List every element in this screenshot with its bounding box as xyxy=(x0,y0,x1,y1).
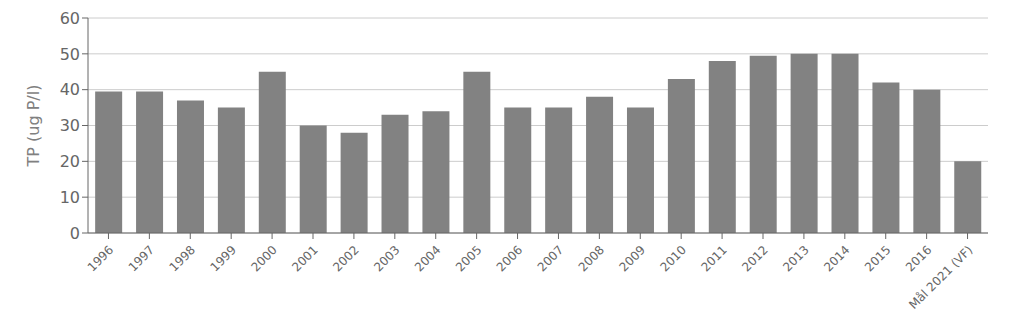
svg-text:2011: 2011 xyxy=(698,243,729,274)
svg-text:30: 30 xyxy=(60,116,80,135)
svg-text:2015: 2015 xyxy=(862,243,893,274)
svg-text:1996: 1996 xyxy=(85,243,116,274)
svg-text:2003: 2003 xyxy=(371,243,402,274)
svg-text:1998: 1998 xyxy=(167,243,198,274)
svg-text:20: 20 xyxy=(60,152,80,171)
svg-text:2007: 2007 xyxy=(535,243,566,274)
svg-text:2006: 2006 xyxy=(494,243,525,274)
svg-text:2016: 2016 xyxy=(903,243,934,274)
svg-text:2012: 2012 xyxy=(739,243,770,274)
svg-text:2013: 2013 xyxy=(780,243,811,274)
svg-text:1997: 1997 xyxy=(126,243,157,274)
svg-text:50: 50 xyxy=(60,45,80,64)
svg-text:2008: 2008 xyxy=(576,243,607,274)
svg-text:2004: 2004 xyxy=(412,243,443,274)
svg-text:TP (ug P/l): TP (ug P/l) xyxy=(24,85,43,168)
svg-text:2001: 2001 xyxy=(289,243,320,274)
svg-text:2002: 2002 xyxy=(330,243,361,274)
svg-text:0: 0 xyxy=(70,224,80,243)
svg-text:10: 10 xyxy=(60,188,80,207)
svg-text:1999: 1999 xyxy=(207,243,238,274)
svg-text:40: 40 xyxy=(60,80,80,99)
svg-text:2009: 2009 xyxy=(617,243,648,274)
svg-text:2010: 2010 xyxy=(657,243,688,274)
svg-text:2014: 2014 xyxy=(821,243,852,274)
svg-text:2005: 2005 xyxy=(453,243,484,274)
svg-text:60: 60 xyxy=(60,9,80,28)
svg-text:2000: 2000 xyxy=(248,243,279,274)
svg-text:Mål 2021 (VF): Mål 2021 (VF) xyxy=(906,243,975,312)
